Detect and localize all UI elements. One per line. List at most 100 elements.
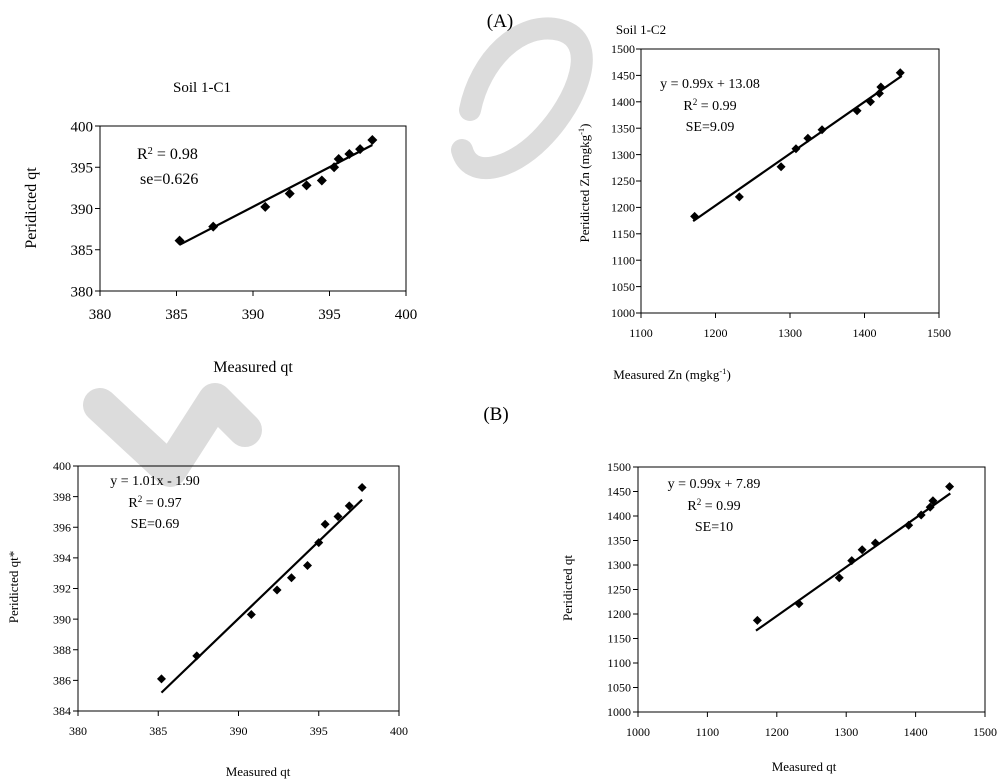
plot-area (77, 465, 400, 712)
chart-soil-1-c1: 380 385 390 395 400 380 385 390 395 400 Soil 1-C1 M… (23, 80, 417, 376)
x-tick-label: 1500 (927, 326, 951, 340)
data-point (367, 135, 378, 146)
x-tick-label: 1400 (853, 326, 877, 340)
x-tick-label: 385 (165, 307, 188, 323)
x-tick-label: 380 (69, 724, 87, 738)
y-tick-label: 395 (71, 161, 94, 177)
data-point (895, 68, 905, 78)
chart-soil-1-c2: 1100 1200 1300 1400 1500 1000 1050 1100 1150 1200… (576, 22, 951, 382)
data-point (945, 482, 955, 492)
x-tick-label: 1300 (834, 725, 858, 739)
x-tick-label: 1100 (629, 326, 653, 340)
x-tick-label: 1100 (696, 725, 720, 739)
x-tick-label: 380 (89, 307, 112, 323)
data-point (904, 520, 914, 530)
x-tick-label: 400 (395, 307, 418, 323)
x-tick-label: 1300 (778, 326, 802, 340)
data-point (794, 599, 804, 609)
data-point (865, 97, 875, 107)
chart-title: Soil 1-C1 (173, 80, 231, 96)
y-tick-label: 1350 (607, 534, 631, 548)
annotation: R2 = 0.99 (683, 97, 736, 114)
y-tick-label: 394 (53, 551, 71, 565)
y-tick-label: 1200 (607, 607, 631, 621)
data-point (916, 510, 926, 520)
x-tick-label: 390 (242, 307, 265, 323)
annotation: R2 = 0.97 (128, 494, 181, 511)
annotation: R2 = 0.99 (687, 497, 740, 514)
x-axis-label: Measured Zn (mgkg-1) (613, 366, 731, 382)
data-point (857, 545, 867, 555)
data-point (752, 615, 762, 625)
annotation: y = 0.99x + 13.08 (660, 77, 760, 92)
y-tick-label: 1000 (611, 306, 635, 320)
data-point (791, 144, 801, 154)
data-point (734, 192, 744, 202)
x-tick-label: 390 (230, 724, 248, 738)
data-point (344, 149, 355, 160)
y-tick-label: 390 (71, 202, 94, 218)
y-tick-label: 1250 (611, 174, 635, 188)
x-tick-label: 400 (390, 724, 408, 738)
y-tick-label: 1100 (607, 656, 631, 670)
y-tick-label: 1150 (607, 632, 631, 646)
data-point (208, 221, 219, 232)
annotation: SE=9.09 (686, 120, 735, 135)
fit-line (179, 143, 373, 246)
x-axis-label: Measured qt (226, 764, 291, 779)
y-tick-label: 1450 (607, 485, 631, 499)
data-point (316, 175, 327, 186)
y-tick-label: 380 (71, 284, 94, 300)
data-point (690, 211, 700, 221)
y-tick-label: 1050 (607, 681, 631, 695)
x-tick-label: 1200 (765, 725, 789, 739)
y-tick-label: 396 (53, 520, 71, 534)
data-point (303, 561, 313, 571)
watermark (83, 17, 593, 487)
y-axis-label: Peridicted Zn (mgkg-1) (576, 123, 592, 242)
y-tick-label: 1300 (611, 148, 635, 162)
x-tick-label: 385 (149, 724, 167, 738)
y-tick-label: 1500 (611, 42, 635, 56)
data-point (333, 154, 344, 164)
y-tick-label: 398 (53, 490, 71, 504)
y-tick-label: 390 (53, 612, 71, 626)
data-point (776, 162, 786, 172)
y-tick-label: 1100 (611, 253, 635, 267)
data-point (320, 519, 330, 529)
data-point (329, 162, 340, 173)
y-tick-label: 400 (53, 459, 71, 473)
y-tick-label: 392 (53, 582, 71, 596)
annotation: y = 1.01x - 1.90 (110, 474, 200, 489)
data-point (246, 610, 256, 620)
annotation: se=0.626 (140, 171, 198, 188)
y-tick-label: 385 (71, 243, 94, 259)
data-point (876, 82, 886, 92)
data-point (357, 482, 367, 492)
data-point (284, 188, 295, 199)
y-tick-label: 386 (53, 674, 71, 688)
data-point (301, 180, 312, 191)
data-point (344, 501, 354, 511)
data-point (834, 573, 844, 583)
data-point (314, 538, 324, 548)
panel-label-b: (B) (483, 404, 508, 425)
chart-b-left: 380 385 390 395 400 384 386 388 390 392 394 396 398 4… (6, 459, 408, 779)
y-tick-label: 1350 (611, 121, 635, 135)
data-point (286, 573, 296, 583)
x-tick-label: 395 (318, 307, 341, 323)
y-tick-label: 400 (71, 119, 94, 135)
annotation: y = 0.99x + 7.89 (668, 477, 761, 492)
x-tick-label: 395 (310, 724, 328, 738)
y-tick-label: 1150 (611, 227, 635, 241)
y-tick-label: 1400 (611, 95, 635, 109)
data-point (928, 496, 938, 506)
x-tick-label: 1200 (704, 326, 728, 340)
y-tick-label: 1400 (607, 509, 631, 523)
panel-label-a: (A) (487, 11, 513, 32)
data-point (192, 651, 202, 661)
annotation: SE=0.69 (131, 517, 180, 532)
x-tick-label: 1400 (904, 725, 928, 739)
data-point (817, 125, 827, 135)
